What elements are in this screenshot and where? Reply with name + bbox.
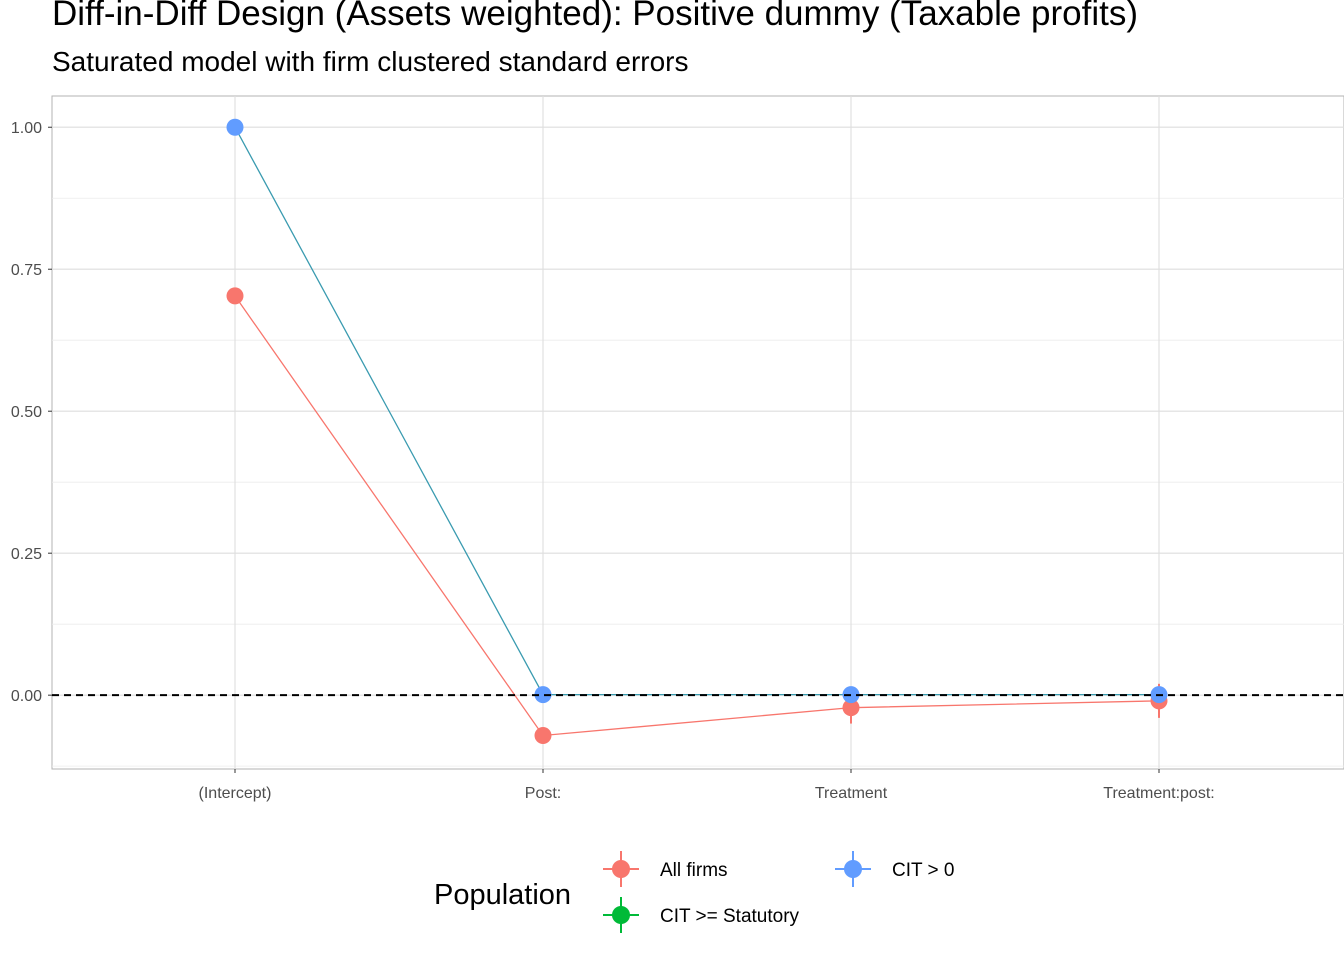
legend-label: CIT >= Statutory	[660, 906, 800, 927]
data-point	[534, 686, 552, 704]
chart-title: Diff-in-Diff Design (Assets weighted): P…	[52, 0, 1139, 33]
x-tick-label: Treatment	[815, 785, 888, 802]
x-tick-label: Post:	[525, 785, 561, 802]
data-point	[226, 287, 244, 305]
data-point	[534, 726, 552, 744]
chart-subtitle: Saturated model with firm clustered stan…	[52, 46, 689, 77]
y-tick-label: 1.00	[11, 120, 42, 137]
y-tick-label: 0.75	[11, 262, 42, 279]
y-tick-label: 0.25	[11, 546, 42, 563]
y-tick-label: 0.00	[11, 688, 42, 705]
legend-label: CIT > 0	[892, 860, 954, 881]
data-point	[842, 699, 860, 717]
x-tick-label: (Intercept)	[199, 785, 272, 802]
data-point	[226, 118, 244, 136]
x-tick-label: Treatment:post:	[1103, 785, 1214, 802]
legend-title: Population	[434, 879, 571, 911]
series-line	[234, 295, 1160, 737]
legend-label: All firms	[660, 860, 728, 881]
y-tick-label: 0.50	[11, 404, 42, 421]
legend-key-point	[612, 906, 630, 924]
legend-key-point	[844, 860, 862, 878]
panel-border	[51, 95, 1344, 770]
legend-key-point	[612, 860, 630, 878]
